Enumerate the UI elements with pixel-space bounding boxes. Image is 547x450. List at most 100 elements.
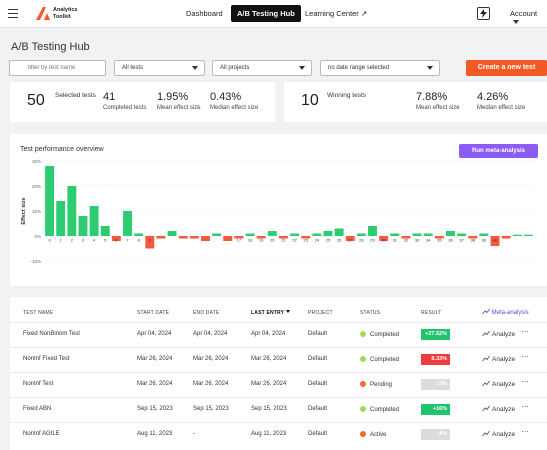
more-options-icon[interactable]: ⋯ [521, 352, 529, 361]
completed-label: Completed tests [103, 105, 147, 111]
x-tick-label: 17 [237, 238, 242, 243]
summary-winning-card: 10 Winning tests 7.88% Mean effect size … [284, 82, 547, 122]
col-end-date[interactable]: END DATE [193, 310, 220, 316]
cell-end: Mar 26, 2024 [193, 381, 229, 387]
bar [45, 166, 55, 236]
bar [356, 233, 366, 236]
cell-project: Default [308, 381, 328, 387]
status-badge: Pending [360, 381, 392, 388]
x-tick-label: 19 [259, 238, 264, 243]
status-dot-icon [360, 406, 366, 412]
table-row[interactable]: NonInf AGILE Aug 11, 2023 - Aug 11, 2023 Def… [10, 422, 547, 447]
col-result[interactable]: RESULT [421, 310, 442, 316]
search-input[interactable] [9, 60, 106, 76]
col-last-entry[interactable]: LAST ENTRY [251, 310, 290, 316]
bar [178, 236, 188, 239]
x-tick-label: 26 [337, 238, 342, 243]
x-tick-label: 28 [359, 238, 364, 243]
analyze-label: Analyze [492, 381, 516, 388]
result-badge: -4% [421, 429, 450, 440]
analyze-label: Analyze [492, 331, 516, 338]
x-tick-label: 20 [270, 238, 275, 243]
table-row[interactable]: Fixed ABN Sep 15, 2023 Sep 15, 2023 Sep 15,… [10, 397, 547, 422]
bar [223, 236, 233, 241]
nav-ab-testing-hub[interactable]: A/B Testing Hub [231, 5, 301, 22]
x-tick-label: 4 [93, 238, 96, 243]
date-range-select[interactable]: no date range selected [320, 60, 440, 76]
selected-label: Selected tests [55, 92, 96, 99]
analyze-button[interactable]: Analyze [482, 380, 515, 388]
x-tick-label: 35 [437, 238, 442, 243]
mean-effect-label: Mean effect size [157, 105, 201, 111]
logo-line-2: Toolkit [53, 13, 71, 20]
meta-analysis-link[interactable]: Meta-analysis [482, 308, 529, 316]
chart-line-icon [482, 330, 490, 337]
status-badge: Completed [360, 406, 399, 413]
x-tick-label: 27 [348, 238, 353, 243]
x-tick-label: 37 [459, 238, 464, 243]
completed-count: 41 [103, 91, 116, 103]
menu-icon[interactable] [8, 9, 18, 18]
table-row[interactable]: Fixed NonBinom Test Apr 04, 2024 Apr 04, 2… [10, 322, 547, 347]
cell-end: Apr 04, 2024 [193, 331, 228, 337]
bar [56, 201, 66, 236]
nav-dashboard[interactable]: Dashboard [186, 9, 223, 18]
winning-mean-label: Mean effect size [416, 105, 460, 111]
x-tick-label: 31 [393, 238, 398, 243]
nav-learning-center[interactable]: Learning Center ↗ [305, 9, 368, 18]
bar [412, 233, 422, 236]
cell-name: Fixed ABN [23, 406, 52, 412]
more-options-icon[interactable]: ⋯ [521, 402, 529, 411]
y-tick-label: 10% [32, 209, 41, 214]
status-badge: Active [360, 431, 386, 438]
col-project[interactable]: PROJECT [308, 310, 333, 316]
cell-end: - [193, 431, 195, 437]
mean-effect-value: 1.95% [157, 91, 189, 103]
projects-filter-select[interactable]: All projects [212, 60, 312, 76]
run-meta-analysis-button[interactable]: Run meta-analysis [459, 144, 538, 158]
analyze-button[interactable]: Analyze [482, 330, 515, 338]
more-options-icon[interactable]: ⋯ [521, 377, 529, 386]
status-dot-icon [360, 381, 366, 387]
table-row[interactable]: NonInf Fixed Test Mar 26, 2024 Mar 26, 202… [10, 347, 547, 372]
x-tick-label: 33 [415, 238, 420, 243]
bolt-icon[interactable] [477, 7, 490, 20]
cell-last: Mar 26, 2024 [251, 356, 287, 362]
cell-start: Mar 26, 2024 [137, 356, 173, 362]
status-text: Completed [370, 407, 400, 413]
bar [89, 206, 99, 236]
status-dot-icon [360, 331, 366, 337]
x-tick-label: 5 [104, 238, 107, 243]
bar [523, 234, 533, 236]
bar [167, 231, 177, 236]
create-test-button[interactable]: Create a new test [466, 60, 547, 76]
analyze-button[interactable]: Analyze [482, 405, 515, 413]
cell-start: Sep 15, 2023 [137, 406, 173, 412]
analyze-button[interactable]: Analyze [482, 430, 515, 438]
bar [267, 231, 277, 236]
tests-filter-select[interactable]: All tests [114, 60, 205, 76]
analyze-button[interactable]: Analyze [482, 355, 515, 363]
cell-project: Default [308, 331, 328, 337]
col-test-name[interactable]: TEST NAME [23, 310, 54, 316]
col-status[interactable]: STATUS [360, 310, 381, 316]
cell-end: Mar 26, 2024 [193, 356, 229, 362]
bar [468, 236, 478, 239]
bar [145, 236, 155, 249]
logo-icon [36, 7, 50, 20]
status-text: Completed [370, 357, 400, 363]
y-tick-label: 0% [34, 234, 41, 239]
bar [423, 233, 433, 236]
chevron-down-icon [513, 20, 519, 24]
account-menu[interactable]: Account [510, 9, 547, 27]
bar [334, 228, 344, 236]
bar [100, 226, 110, 236]
result-badge: 8.33% [421, 354, 450, 365]
result-badge: +27.52% [421, 329, 450, 340]
col-start-date[interactable]: START DATE [137, 310, 170, 316]
table-row[interactable]: NonInf Test Mar 26, 2024 Mar 26, 2024 Mar 2… [10, 372, 547, 397]
result-badge: +16% [421, 404, 450, 415]
status-badge: Completed [360, 331, 399, 338]
more-options-icon[interactable]: ⋯ [521, 327, 529, 336]
more-options-icon[interactable]: ⋯ [521, 427, 529, 436]
